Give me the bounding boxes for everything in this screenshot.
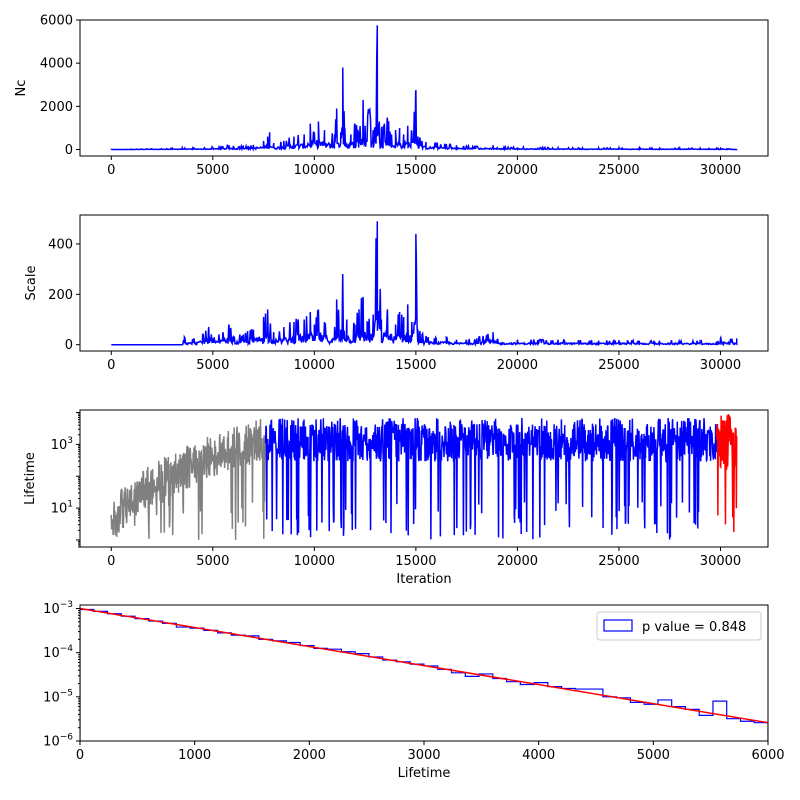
lifetime-plot: 0 5000 10000 15000 20000 25000 30000 101 103 Life…	[23, 409, 769, 587]
y-tick-label-1-0: 0	[65, 338, 73, 353]
x-axis-label-2: Iteration	[396, 572, 451, 587]
y-tick-label-0-1: 2000	[40, 100, 73, 115]
x-axis-label-3: Lifetime	[398, 766, 451, 781]
fit-line	[80, 607, 768, 724]
series-line-2-2	[715, 414, 738, 533]
y-tick-label-0-3: 6000	[40, 14, 73, 29]
x-tick-label-2-1: 5000	[196, 554, 229, 569]
nc-plot: 0 5000 10000 15000 20000 25000 30000 0 2000 4000 6…	[14, 14, 769, 178]
x-tick-label-3-2: 2000	[293, 748, 326, 763]
histogram-steps	[80, 608, 768, 741]
series-line-1-0	[111, 221, 738, 348]
x-tick-label-0-4: 20000	[497, 163, 538, 178]
x-tick-label-1-0: 0	[107, 358, 115, 373]
x-tick-label-1-6: 30000	[700, 358, 741, 373]
x-tick-label-1-2: 10000	[294, 358, 335, 373]
legend: p value = 0.848	[596, 611, 762, 641]
y-axis-label-1: Scale	[24, 266, 39, 301]
y-tick-label-3-2: 10−4	[43, 644, 73, 661]
x-tick-label-0-5: 25000	[598, 163, 639, 178]
series-line-2-1	[264, 417, 718, 540]
x-tick-label-0-2: 10000	[294, 163, 335, 178]
legend-label: p value = 0.848	[642, 620, 746, 635]
series-line-2-0	[110, 418, 267, 540]
x-tick-label-1-3: 15000	[395, 358, 436, 373]
x-tick-label-3-1: 1000	[178, 748, 211, 763]
legend-box	[596, 611, 762, 641]
y-tick-label-1-2: 400	[48, 237, 73, 252]
legend-swatch	[603, 619, 633, 632]
y-tick-label-1-1: 200	[48, 288, 73, 303]
y-tick-label-0-2: 4000	[40, 57, 73, 72]
series-line-0-0	[110, 25, 738, 152]
x-tick-label-0-6: 30000	[700, 163, 741, 178]
x-tick-label-1-5: 25000	[598, 358, 639, 373]
x-tick-label-2-5: 25000	[598, 554, 639, 569]
x-tick-label-0-1: 5000	[196, 163, 229, 178]
y-tick-label-2-0: 101	[51, 500, 73, 517]
plot-frame-0	[79, 19, 769, 157]
x-tick-label-3-0: 0	[76, 748, 84, 763]
y-tick-label-3-0: 10−6	[43, 733, 73, 750]
y-axis-label-0: Nc	[14, 80, 29, 97]
scale-plot: 0 5000 10000 15000 20000 25000 30000 0 200 400 Sca…	[24, 214, 769, 373]
x-tick-label-2-3: 15000	[395, 554, 436, 569]
x-tick-label-3-3: 3000	[407, 748, 440, 763]
x-tick-label-2-6: 30000	[700, 554, 741, 569]
y-tick-label-2-1: 103	[51, 436, 73, 453]
x-tick-label-0-3: 15000	[395, 163, 436, 178]
y-tick-label-0-0: 0	[65, 143, 73, 158]
x-tick-label-3-4: 4000	[522, 748, 555, 763]
y-tick-label-3-1: 10−5	[43, 688, 73, 705]
y-tick-label-3-3: 10−3	[43, 600, 73, 617]
x-tick-label-1-4: 20000	[497, 358, 538, 373]
x-tick-label-2-0: 0	[107, 554, 115, 569]
plot-frame-1	[79, 214, 769, 352]
x-tick-label-3-6: 6000	[751, 748, 784, 763]
y-axis-label-2: Lifetime	[23, 452, 38, 505]
x-tick-label-2-4: 20000	[497, 554, 538, 569]
x-tick-label-3-5: 5000	[637, 748, 670, 763]
x-tick-label-2-2: 10000	[294, 554, 335, 569]
x-tick-label-0-0: 0	[107, 163, 115, 178]
lifetime-histogram: 0 1000 2000 3000 4000 5000 6000 10−6 10−5 10−4 10−…	[43, 600, 784, 781]
plot-frame-2	[79, 409, 769, 548]
x-tick-label-1-1: 5000	[196, 358, 229, 373]
